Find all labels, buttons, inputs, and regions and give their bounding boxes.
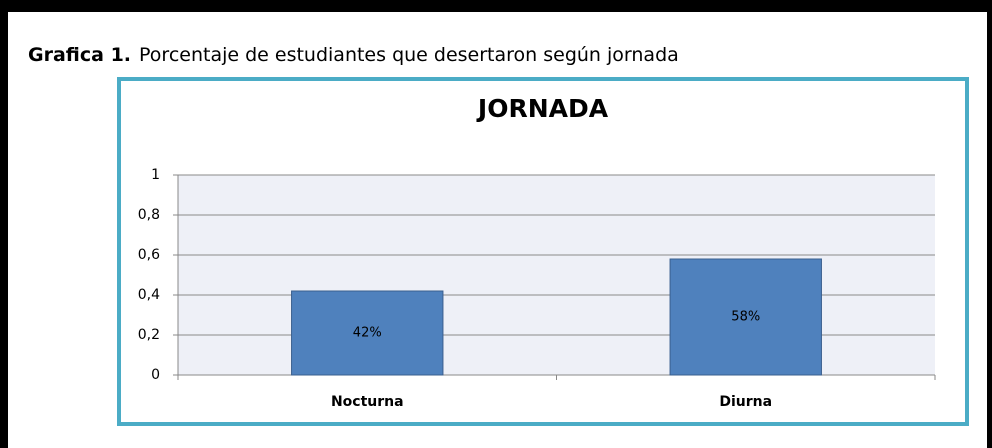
bar	[669, 258, 822, 376]
caption-text: Porcentaje de estudiantes que desertaron…	[139, 44, 679, 66]
chart-title: JORNADA	[476, 94, 609, 123]
x-tick-label: Diurna	[719, 394, 772, 410]
caption-label: Grafica 1.	[28, 44, 131, 66]
y-tick-label: 0,4	[138, 287, 160, 303]
bar	[291, 290, 444, 376]
caption: Grafica 1. Porcentaje de estudiantes que …	[28, 44, 679, 66]
y-tick-label: 0,8	[138, 207, 160, 223]
data-label: 58%	[731, 310, 760, 325]
y-tick-label: 0,2	[138, 327, 160, 343]
data-label: 42%	[353, 326, 382, 341]
y-tick-label: 0	[151, 367, 160, 383]
y-tick-label: 1	[151, 167, 160, 183]
x-tick-label: Nocturna	[331, 394, 404, 410]
y-tick-label: 0,6	[138, 247, 160, 263]
